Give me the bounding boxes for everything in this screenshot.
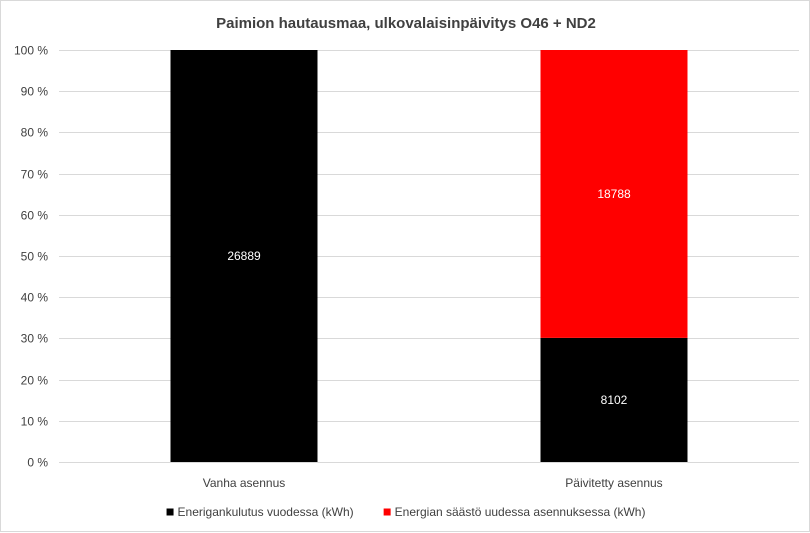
legend-swatch bbox=[166, 508, 174, 516]
y-tick-label: 30 % bbox=[21, 332, 49, 346]
data-label: 18788 bbox=[597, 187, 631, 201]
x-category-label: Päivitetty asennus bbox=[565, 476, 662, 490]
y-tick-label: 70 % bbox=[21, 168, 49, 182]
y-tick-label: 80 % bbox=[21, 126, 49, 140]
y-tick-label: 10 % bbox=[21, 415, 49, 429]
bar-segment bbox=[540, 337, 688, 462]
bar-segment bbox=[540, 50, 688, 338]
y-tick-label: 20 % bbox=[21, 374, 49, 388]
chart-title: Paimion hautausmaa, ulkovalaisinpäivitys… bbox=[216, 15, 596, 32]
legend-swatch bbox=[383, 508, 391, 516]
y-tick-label: 100 % bbox=[14, 44, 48, 58]
bar-segment bbox=[170, 50, 318, 462]
x-axis-categories: Vanha asennus Päivitetty asennus bbox=[203, 476, 663, 490]
y-tick-label: 90 % bbox=[21, 85, 49, 99]
y-tick-label: 50 % bbox=[21, 250, 49, 264]
data-label: 26889 bbox=[227, 249, 261, 263]
data-labels: 26889 8102 18788 bbox=[227, 187, 631, 407]
y-tick-label: 0 % bbox=[27, 456, 48, 470]
gridlines bbox=[59, 50, 799, 463]
legend-label: Enerigankulutus vuodessa (kWh) bbox=[178, 505, 354, 519]
y-tick-label: 40 % bbox=[21, 291, 49, 305]
y-tick-label: 60 % bbox=[21, 209, 49, 223]
legend-label: Energian säästö uudessa asennuksessa (kW… bbox=[395, 505, 646, 519]
bars bbox=[170, 50, 688, 462]
data-label: 8102 bbox=[601, 393, 628, 407]
legend: Enerigankulutus vuodessa (kWh) Energian s… bbox=[166, 505, 646, 519]
y-axis-ticks: 0 % 10 % 20 % 30 % 40 % 50 % 60 % 70 % 80 % 90 % 1… bbox=[14, 44, 48, 470]
x-category-label: Vanha asennus bbox=[203, 476, 286, 490]
